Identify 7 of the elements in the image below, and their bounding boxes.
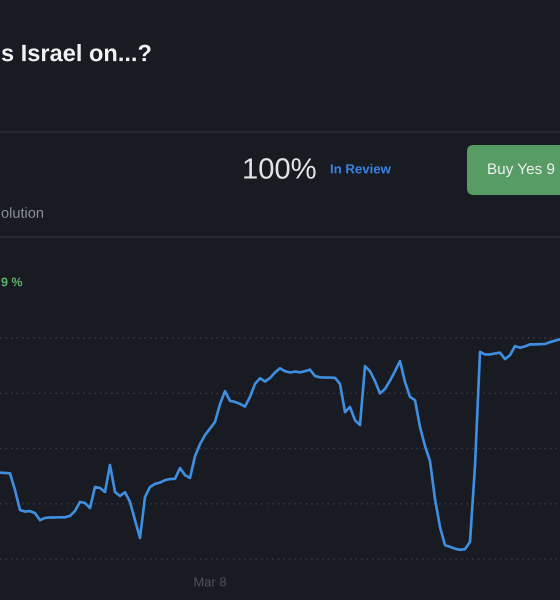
text: Mar 8 — [194, 577, 226, 586]
text: olution — [2, 207, 44, 218]
text: 9 % — [1, 278, 22, 286]
text: 100% — [244, 158, 316, 179]
chart-title: s Israel on...? — [2, 44, 151, 62]
text: Buy Yes 9 — [488, 163, 554, 178]
text: In Review — [330, 164, 391, 174]
